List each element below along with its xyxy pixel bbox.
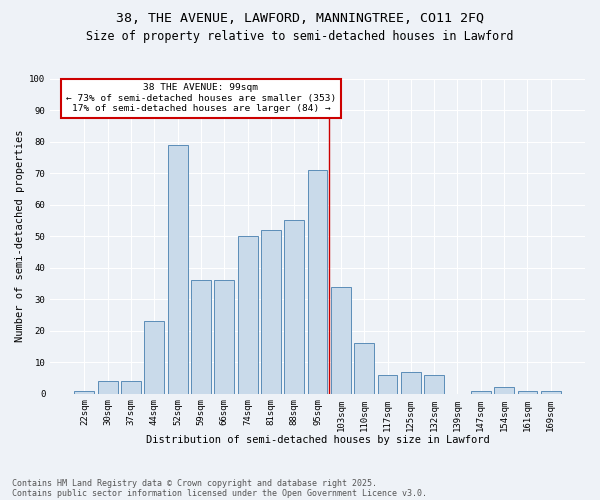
Bar	[74, 390, 94, 394]
Text: 38 THE AVENUE: 99sqm
← 73% of semi-detached houses are smaller (353)
17% of semi: 38 THE AVENUE: 99sqm ← 73% of semi-detac…	[66, 83, 336, 113]
Bar	[424, 375, 444, 394]
Text: 38, THE AVENUE, LAWFORD, MANNINGTREE, CO11 2FQ: 38, THE AVENUE, LAWFORD, MANNINGTREE, CO…	[116, 12, 484, 26]
Bar	[284, 220, 304, 394]
Bar	[238, 236, 257, 394]
Bar	[471, 390, 491, 394]
Text: Size of property relative to semi-detached houses in Lawford: Size of property relative to semi-detach…	[86, 30, 514, 43]
Bar	[145, 321, 164, 394]
Bar	[377, 375, 397, 394]
Bar	[168, 144, 188, 394]
Bar	[98, 381, 118, 394]
Y-axis label: Number of semi-detached properties: Number of semi-detached properties	[15, 130, 25, 342]
Bar	[494, 388, 514, 394]
Bar	[121, 381, 141, 394]
X-axis label: Distribution of semi-detached houses by size in Lawford: Distribution of semi-detached houses by …	[146, 435, 490, 445]
Bar	[191, 280, 211, 394]
Bar	[518, 390, 538, 394]
Bar	[355, 344, 374, 394]
Bar	[331, 286, 351, 394]
Bar	[214, 280, 234, 394]
Bar	[261, 230, 281, 394]
Text: Contains HM Land Registry data © Crown copyright and database right 2025.
Contai: Contains HM Land Registry data © Crown c…	[12, 478, 427, 498]
Bar	[401, 372, 421, 394]
Bar	[308, 170, 328, 394]
Bar	[541, 390, 560, 394]
